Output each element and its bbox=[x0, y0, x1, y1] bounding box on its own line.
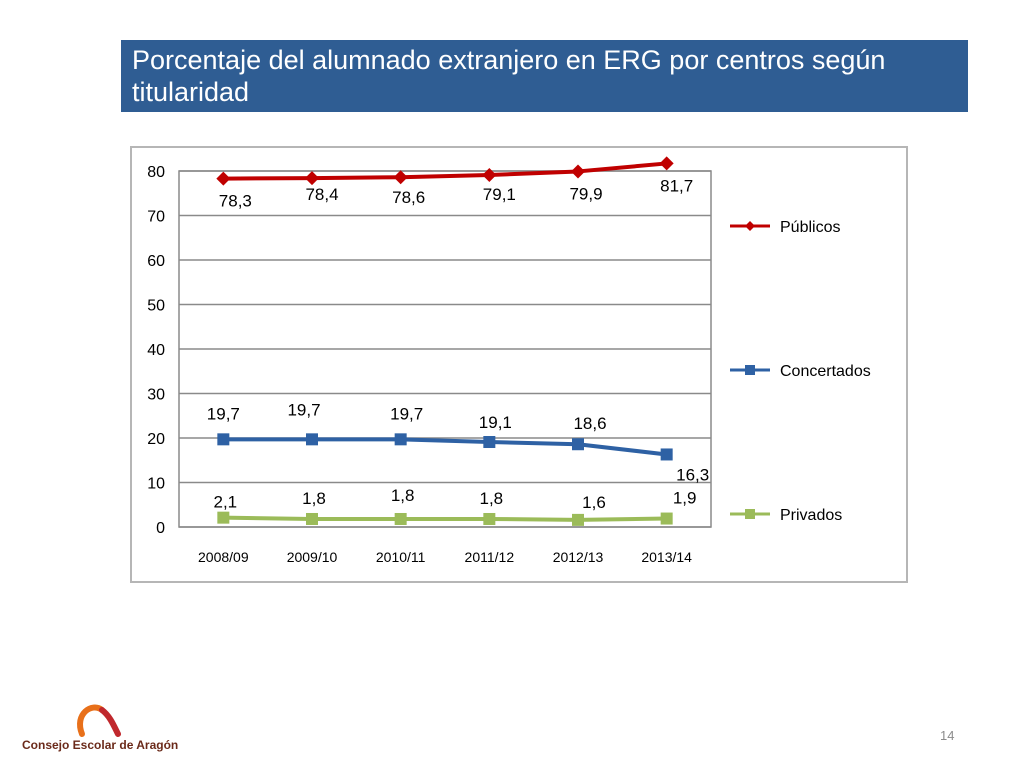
data-point bbox=[217, 511, 230, 524]
x-tick-label: 2012/13 bbox=[553, 549, 604, 565]
data-label: 78,3 bbox=[219, 192, 252, 211]
data-label: 19,7 bbox=[390, 404, 423, 423]
logo-text: Consejo Escolar de Aragón bbox=[22, 738, 179, 752]
data-point bbox=[306, 433, 318, 446]
x-tick-label: 2011/12 bbox=[465, 549, 515, 565]
data-point bbox=[660, 448, 673, 461]
data-label: 78,4 bbox=[305, 185, 338, 204]
legend-marker bbox=[745, 365, 755, 375]
data-point bbox=[660, 512, 673, 525]
data-label: 1,8 bbox=[302, 489, 326, 508]
y-tick-label: 10 bbox=[147, 476, 165, 493]
y-tick-label: 50 bbox=[147, 298, 165, 315]
series-line-concertados bbox=[223, 437, 667, 457]
data-label: 1,6 bbox=[582, 493, 606, 512]
legend-marker bbox=[745, 509, 755, 519]
y-tick-label: 0 bbox=[156, 520, 165, 537]
data-point bbox=[393, 170, 408, 185]
data-label: 19,7 bbox=[207, 404, 240, 423]
y-tick-label: 40 bbox=[147, 342, 165, 359]
y-tick-label: 30 bbox=[147, 387, 165, 404]
logo: Consejo Escolar de Aragón bbox=[22, 700, 182, 760]
data-point bbox=[659, 156, 674, 171]
x-tick-label: 2008/09 bbox=[198, 549, 249, 565]
data-label: 18,6 bbox=[573, 414, 606, 433]
data-label: 1,8 bbox=[391, 486, 415, 505]
data-label: 1,8 bbox=[480, 489, 504, 508]
data-point bbox=[483, 512, 496, 525]
legend-label: Públicos bbox=[780, 219, 840, 236]
data-point bbox=[394, 512, 407, 525]
data-point bbox=[216, 171, 231, 186]
data-point bbox=[306, 512, 318, 525]
y-tick-label: 20 bbox=[147, 431, 165, 448]
data-label: 78,6 bbox=[392, 188, 425, 207]
x-tick-label: 2013/14 bbox=[641, 549, 692, 565]
y-tick-label: 80 bbox=[147, 164, 165, 181]
line-chart: 0 10 20 30 40 50 60 70 80 2008/09 2009/10 2010/11 20… bbox=[147, 156, 871, 565]
data-point bbox=[482, 168, 497, 183]
series-line-privados bbox=[223, 515, 667, 522]
data-point bbox=[217, 433, 230, 446]
data-label: 19,7 bbox=[287, 400, 320, 419]
y-tick-label: 70 bbox=[147, 209, 165, 226]
legend-label: Privados bbox=[780, 507, 842, 524]
legend-marker bbox=[745, 221, 755, 231]
page-number: 14 bbox=[940, 728, 955, 743]
data-label: 16,3 bbox=[676, 465, 709, 484]
x-tick-label: 2009/10 bbox=[287, 549, 338, 565]
data-label: 1,9 bbox=[673, 489, 697, 508]
data-point bbox=[394, 433, 407, 446]
data-label: 79,9 bbox=[569, 184, 602, 203]
data-point bbox=[571, 164, 585, 179]
slide-title: Porcentaje del alumnado extranjero en ER… bbox=[121, 40, 968, 112]
x-tick-label: 2010/11 bbox=[376, 549, 426, 565]
data-point bbox=[572, 513, 584, 526]
data-label: 81,7 bbox=[660, 176, 693, 195]
data-label: 79,1 bbox=[483, 185, 516, 204]
data-point bbox=[305, 171, 319, 186]
chart-frame: 0 10 20 30 40 50 60 70 80 2008/09 2009/10 2010/11 20… bbox=[130, 146, 908, 583]
legend-label: Concertados bbox=[780, 363, 871, 380]
logo-mark-icon bbox=[77, 704, 121, 737]
data-point bbox=[572, 438, 584, 451]
series-line-públicos bbox=[223, 161, 667, 181]
data-label: 2,1 bbox=[214, 493, 238, 512]
data-label: 19,1 bbox=[479, 413, 512, 432]
y-tick-label: 60 bbox=[147, 253, 165, 270]
data-point bbox=[483, 436, 496, 449]
